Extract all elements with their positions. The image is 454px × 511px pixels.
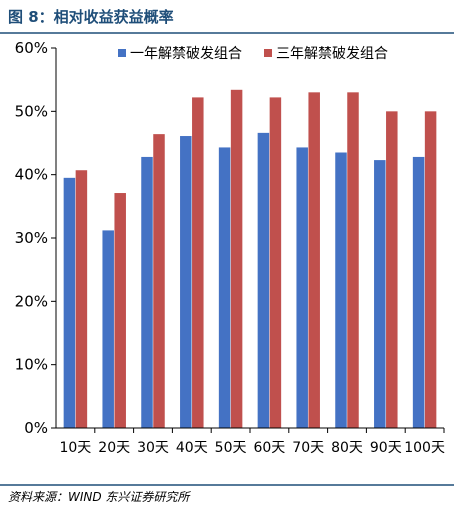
bar-three-year	[230, 89, 243, 429]
bar-one-year	[218, 147, 231, 428]
x-axis: 10天 20天 30天 40天 50天 60天 70天 80天 90天 100天	[56, 427, 445, 456]
bars	[63, 89, 437, 429]
bar-three-year	[347, 92, 359, 428]
bar-three-year	[192, 97, 204, 429]
y-tick-label: 60%	[15, 39, 48, 57]
bar-three-year	[269, 97, 282, 429]
legend-swatch	[118, 49, 126, 57]
bar-one-year	[335, 152, 347, 428]
bar-one-year	[296, 147, 308, 428]
x-tick-label: 70天	[292, 440, 324, 456]
y-tick-label: 50%	[15, 102, 48, 120]
bar-three-year	[424, 111, 437, 428]
legend-label: 三年解禁破发组合	[276, 46, 388, 62]
x-tick-label: 30天	[137, 440, 169, 456]
bar-three-year	[153, 134, 165, 428]
y-axis: 0% 10% 20% 30% 40% 50% 60%	[15, 39, 57, 437]
x-tick-label: 50天	[215, 440, 247, 456]
x-tick-label: 60天	[253, 440, 285, 456]
legend-swatch	[264, 49, 272, 57]
y-tick-label: 0%	[24, 419, 48, 437]
bar-one-year	[257, 132, 270, 428]
y-tick-label: 40%	[15, 166, 48, 184]
y-tick-label: 30%	[15, 229, 48, 247]
y-tick-label: 20%	[15, 292, 48, 310]
x-tick-label: 80天	[331, 440, 363, 456]
legend: 一年解禁破发组合 三年解禁破发组合	[118, 46, 388, 62]
bar-three-year	[75, 170, 88, 428]
bar-three-year	[114, 193, 126, 428]
bar-one-year	[180, 136, 192, 429]
bar-three-year	[308, 92, 320, 428]
bar-chart: 0% 10% 20% 30% 40% 50% 60% 10天 20天 30天 40天 50天 60天 7…	[15, 39, 445, 456]
legend-label: 一年解禁破发组合	[130, 46, 242, 62]
x-tick-label: 90天	[370, 440, 402, 456]
bar-one-year	[63, 177, 76, 428]
bar-one-year	[141, 156, 153, 428]
x-tick-label: 100天	[404, 440, 445, 456]
x-tick-label: 40天	[176, 440, 208, 456]
bar-one-year	[374, 160, 386, 428]
bar-one-year	[102, 230, 114, 428]
figure-title: 图 8：相对收益获益概率	[8, 8, 174, 26]
bar-three-year	[386, 111, 398, 428]
y-tick-label: 10%	[15, 356, 48, 374]
source-note: 资料来源：WIND 东兴证券研究所	[8, 490, 191, 504]
x-tick-label: 20天	[98, 440, 130, 456]
bar-one-year	[412, 156, 425, 428]
x-tick-label: 10天	[59, 440, 91, 456]
